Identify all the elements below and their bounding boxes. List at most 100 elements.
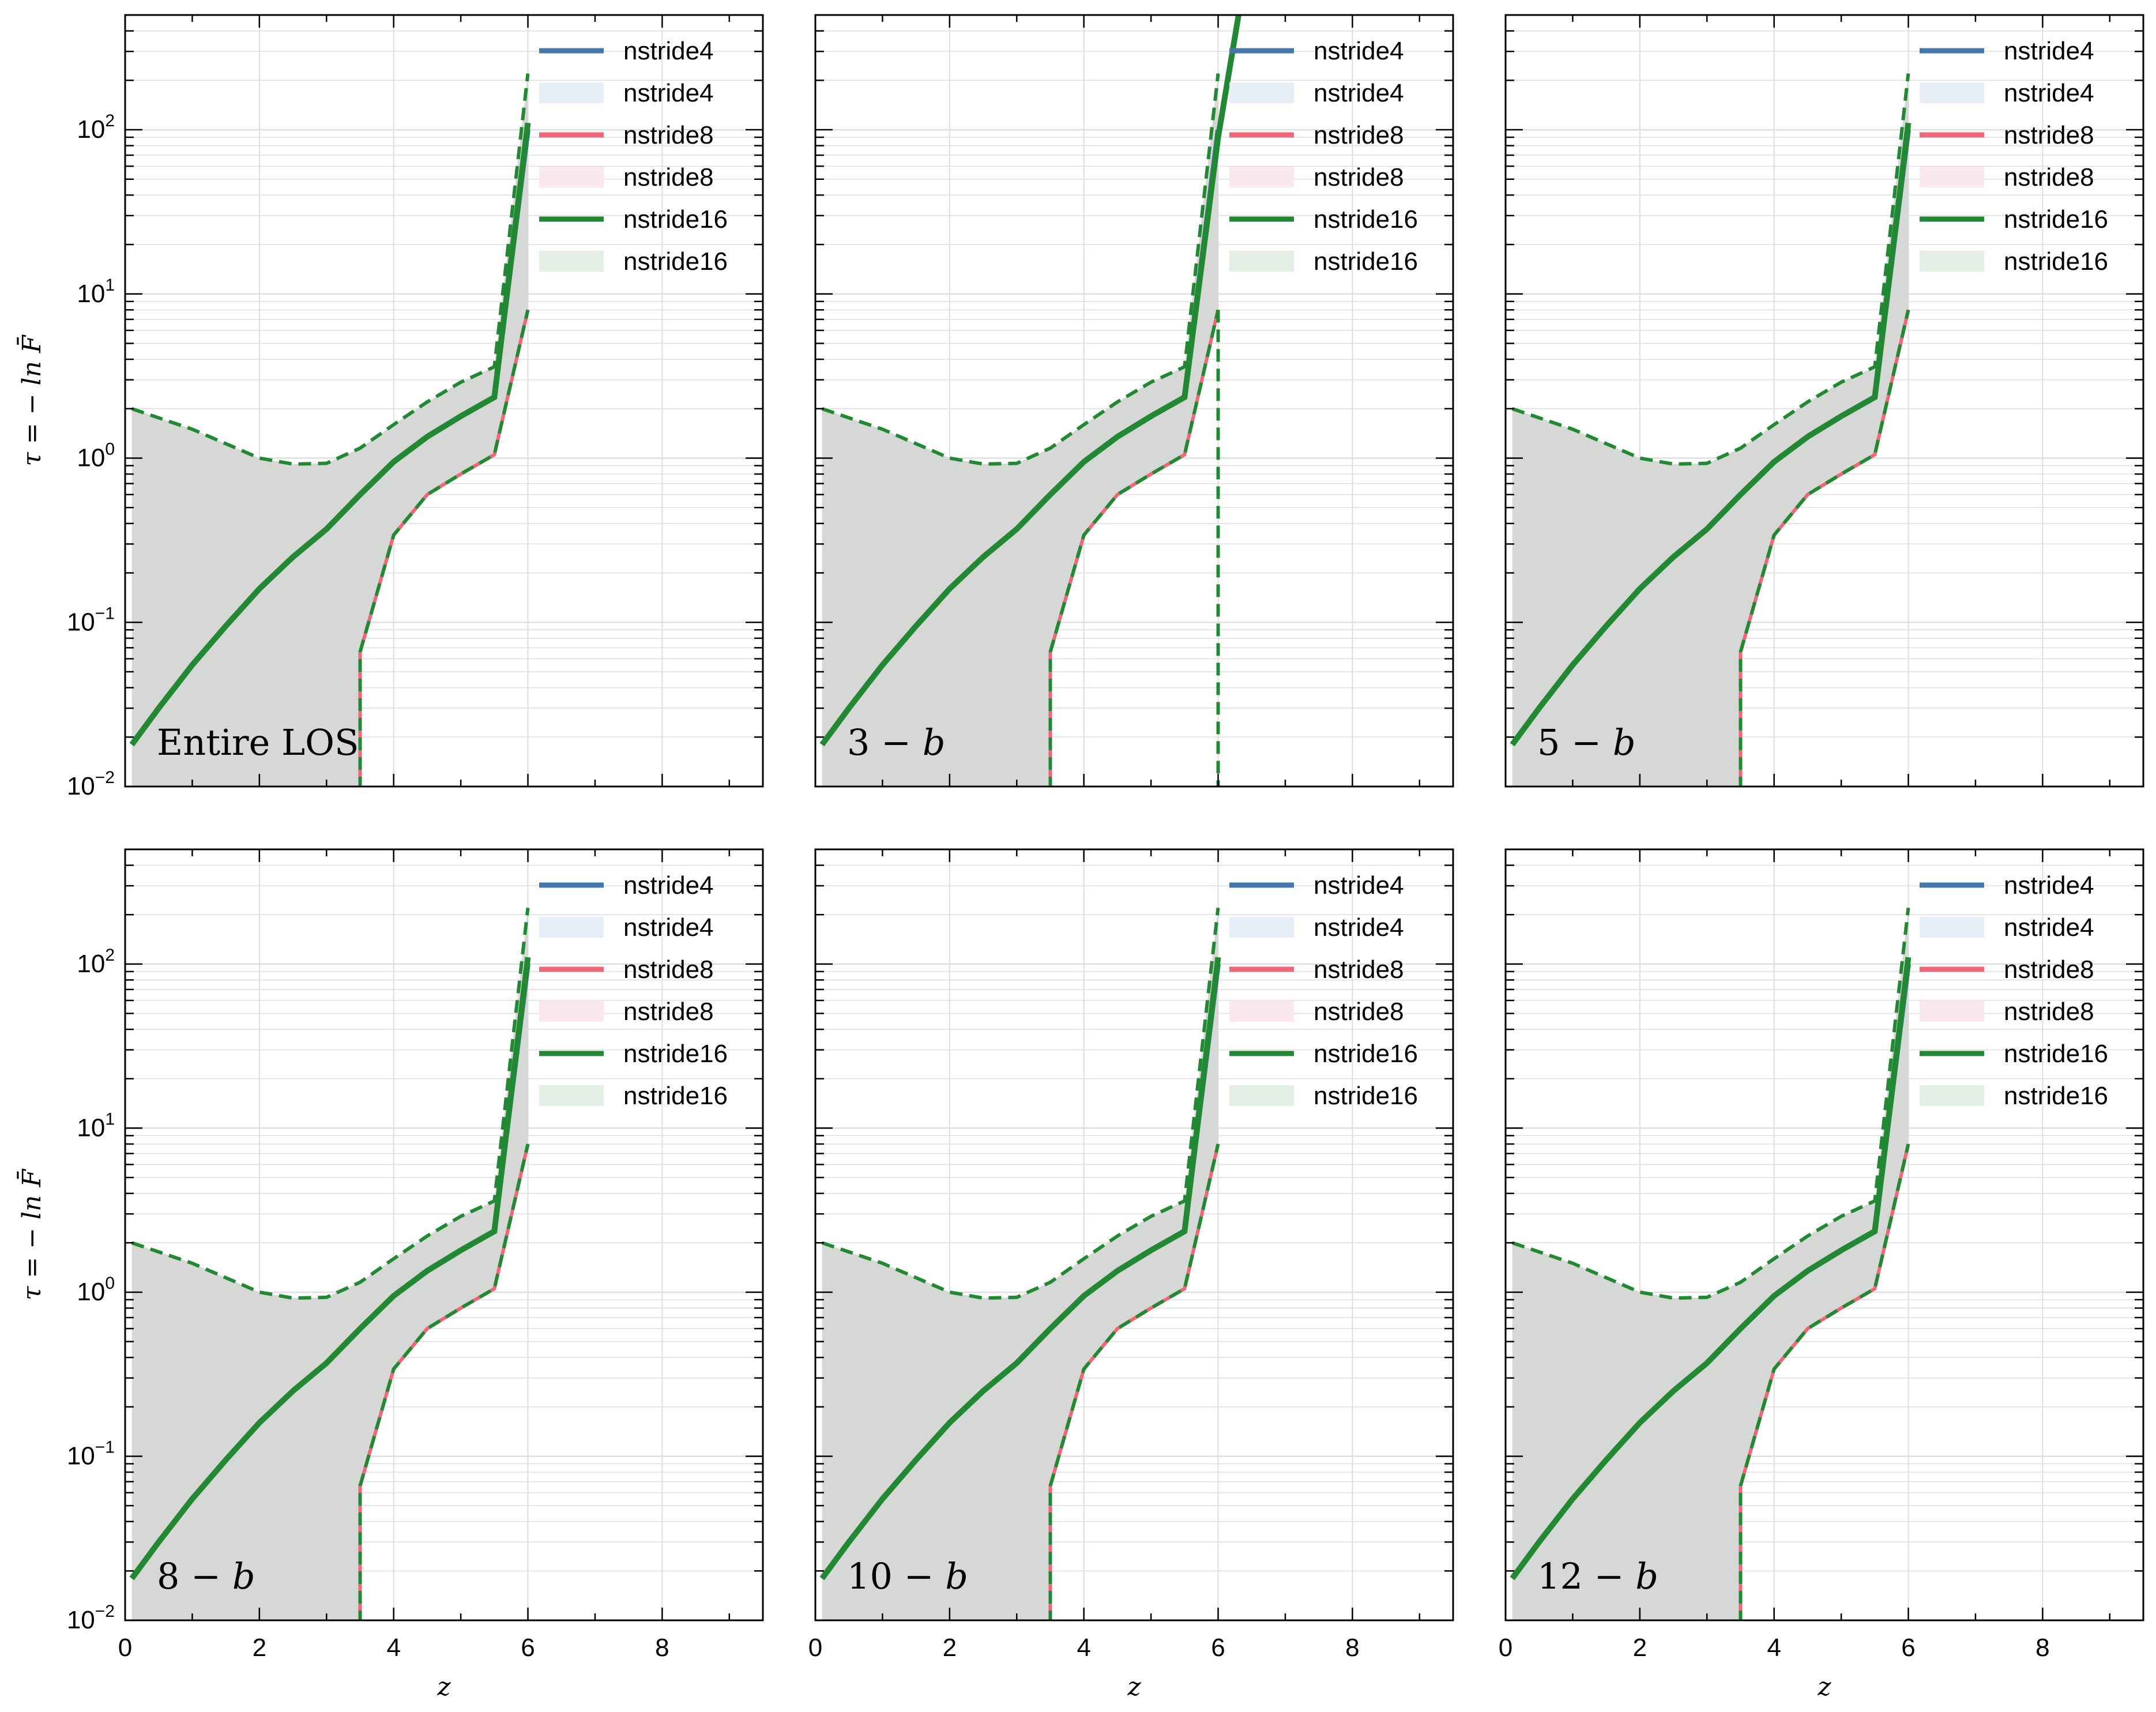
lower-bound-line-nstride16: [1739, 309, 1910, 787]
legend-label: nstride4: [2004, 871, 2094, 900]
x-axis-title: z: [1127, 1672, 1141, 1702]
y-tick-exponent: 1: [105, 276, 115, 295]
legend-swatch-band: [539, 251, 604, 272]
ticks: [124, 14, 763, 788]
legend-swatch-band: [1229, 917, 1294, 938]
y-tick-base: 10: [67, 772, 95, 800]
x-tick-label: 0: [808, 1634, 822, 1662]
legend: nstride4 nstride4 nstride8 nstride8 nstride1…: [1920, 871, 2108, 1110]
x-tick-label: 4: [1077, 1634, 1090, 1662]
upper-bound-line-nstride16: [1511, 73, 1910, 466]
x-tick-label: 4: [1767, 1634, 1781, 1662]
plot-area: [819, 15, 1242, 787]
x-tick-label: 8: [1345, 1634, 1359, 1662]
y-tick-base: 10: [67, 1606, 95, 1634]
legend: nstride4 nstride4 nstride8 nstride8 nstride1…: [1920, 37, 2108, 276]
legend-swatch-band: [539, 82, 604, 103]
y-tick-label: 102: [77, 946, 115, 978]
panel-3: 5 − bnstride4nstride4nstride8nstride8nst…: [1504, 14, 2144, 788]
plot-area: [129, 908, 531, 1620]
plot-frame: [1504, 14, 2144, 788]
x-tick-label: 0: [118, 1634, 132, 1662]
x-axis-title: z: [1817, 1672, 1831, 1702]
ticks: [814, 848, 1453, 1621]
legend-label: nstride4: [1314, 913, 1404, 942]
legend-label: nstride16: [1314, 247, 1418, 276]
x-tick-label: 6: [521, 1634, 535, 1662]
y-tick-label: 101: [77, 1109, 115, 1142]
legend-label: nstride8: [623, 163, 714, 191]
y-axis-title: τ = − ln F̄: [16, 334, 47, 466]
legend-label: nstride8: [1314, 163, 1404, 191]
plot-area: [1510, 73, 1912, 787]
legend-swatch-band: [1920, 167, 1984, 187]
x-tick-label: 2: [943, 1634, 957, 1662]
panel-label-prefix: 10 −: [847, 1555, 945, 1597]
ticks: [124, 848, 763, 1621]
legend: nstride4 nstride4 nstride8 nstride8 nstride1…: [539, 871, 728, 1110]
y-tick-exponent: 1: [105, 1109, 115, 1128]
upper-bound-line-nstride16: [131, 73, 530, 466]
panel-label: Entire LOS: [157, 721, 359, 763]
y-tick-exponent: −2: [95, 1602, 115, 1621]
legend: nstride4 nstride4 nstride8 nstride8 nstride1…: [539, 37, 728, 276]
legend-label: nstride4: [623, 37, 714, 65]
ticks: [814, 14, 1453, 788]
panel-label-variable: b: [1613, 721, 1636, 763]
legend-label: nstride8: [2004, 163, 2094, 191]
y-tick-label: 100: [77, 1274, 115, 1306]
median-line-nstride16: [129, 957, 531, 1581]
median-line-nstride16: [1510, 122, 1912, 747]
panel-label-variable: b: [232, 1555, 255, 1597]
median-line-nstride16: [129, 122, 531, 747]
y-tick-label: 102: [77, 111, 115, 144]
y-tick-base: 10: [77, 115, 105, 144]
legend-label: nstride8: [1314, 955, 1404, 984]
legend-swatch-band: [1229, 82, 1294, 103]
panel-label-prefix: Entire LOS: [157, 721, 359, 763]
x-tick-label: 8: [655, 1634, 669, 1662]
x-tick-label: 4: [386, 1634, 400, 1662]
upper-bound-line-nstride16: [821, 908, 1220, 1300]
y-tick-exponent: 2: [105, 946, 115, 965]
confidence-band: [1512, 73, 1909, 787]
legend-swatch-band: [1920, 917, 1984, 938]
y-tick-exponent: 0: [105, 1274, 115, 1293]
legend-label: nstride4: [623, 79, 714, 107]
y-tick-base: 10: [77, 280, 105, 308]
y-tick-base: 10: [77, 1278, 105, 1306]
x-tick-label: 2: [253, 1634, 266, 1662]
confidence-band: [131, 908, 528, 1620]
upper-bound-line-nstride16: [1511, 908, 1910, 1300]
legend-label: nstride8: [2004, 121, 2094, 149]
x-tick-label: 8: [2035, 1634, 2049, 1662]
y-tick-label: 101: [77, 276, 115, 308]
legend-swatch-band: [1229, 167, 1294, 187]
legend: nstride4 nstride4 nstride8 nstride8 nstride1…: [1229, 871, 1418, 1110]
median-line-nstride16: [819, 957, 1221, 1581]
y-tick-exponent: −1: [95, 1438, 115, 1457]
legend-label: nstride8: [623, 955, 714, 984]
lower-bound-line-nstride16: [1739, 1143, 1910, 1620]
x-tick-label: 6: [1901, 1634, 1915, 1662]
y-tick-exponent: −1: [95, 604, 115, 623]
plot-frame: [814, 848, 1454, 1621]
legend-label: nstride16: [2004, 1082, 2108, 1110]
y-axis-title: τ = − ln F̄: [16, 1169, 47, 1300]
ticks: [1504, 848, 2143, 1621]
panel-label-prefix: 5 −: [1537, 721, 1613, 763]
legend-label: nstride16: [623, 247, 728, 276]
panel-label-variable: b: [923, 721, 946, 763]
panel-label-variable: b: [945, 1555, 968, 1597]
legend-swatch-band: [1920, 1085, 1984, 1106]
panel-label: 12 − b: [1537, 1555, 1658, 1597]
y-tick-label: 10−2: [67, 768, 115, 800]
panel-label: 3 − b: [847, 721, 946, 763]
legend-label: nstride16: [1314, 1040, 1418, 1068]
legend-swatch-band: [1229, 1085, 1294, 1106]
lower-bound-line-nstride16: [358, 1143, 530, 1620]
y-tick-base: 10: [77, 1113, 105, 1142]
